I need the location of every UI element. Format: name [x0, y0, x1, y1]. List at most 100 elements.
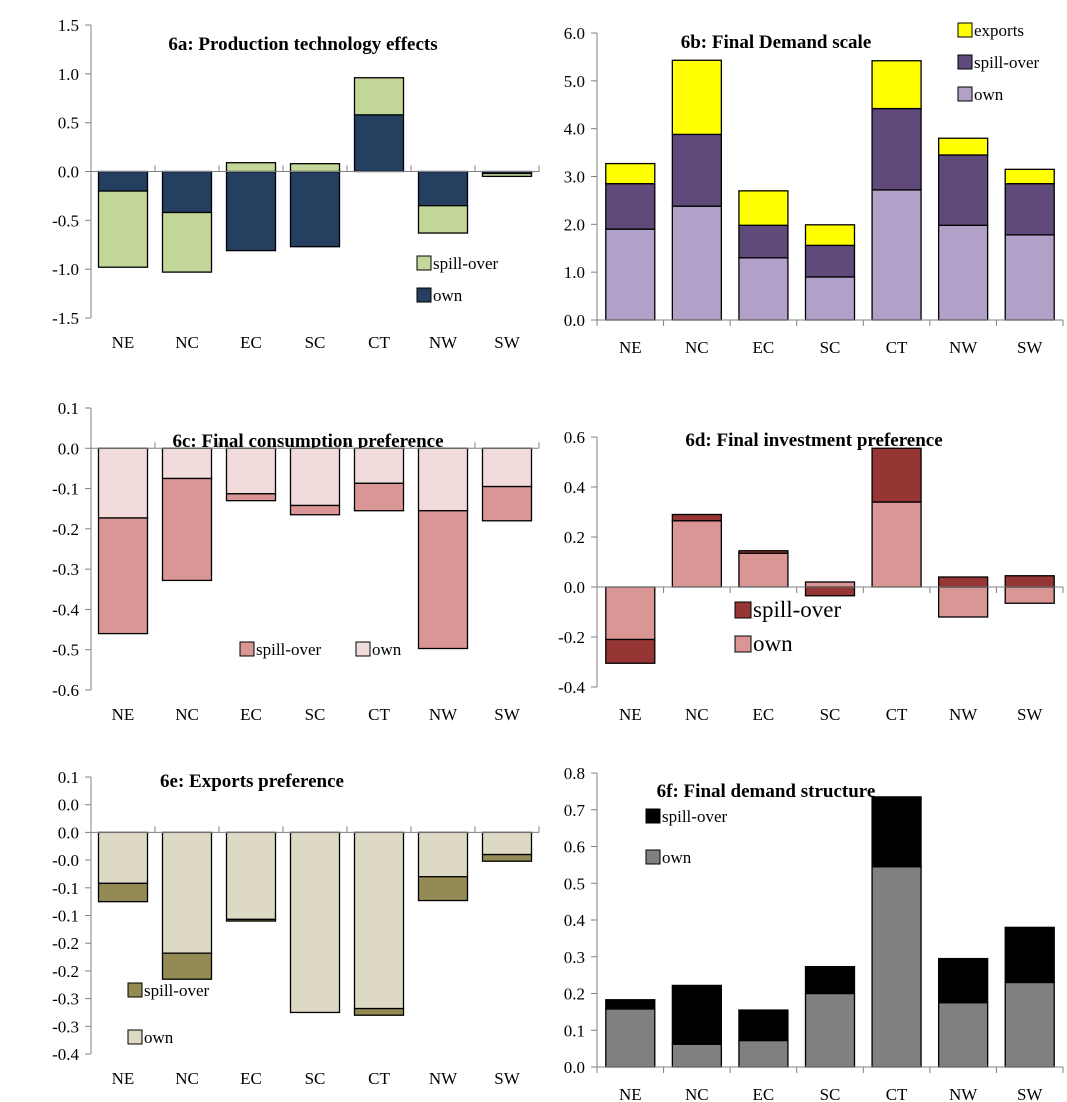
legend: spill-over own: [416, 254, 498, 305]
x-tick-label: NC: [685, 705, 709, 724]
y-tick-label: -0.1: [52, 879, 79, 898]
y-tick-label: 6.0: [564, 24, 585, 43]
x-tick-label: NE: [112, 705, 135, 724]
x-tick-label: CT: [368, 333, 390, 352]
y-tick-label: 0.5: [58, 114, 79, 133]
x-tick-label: SC: [820, 338, 841, 357]
bar-own-ct: [871, 866, 922, 1068]
bar-own-ct: [353, 831, 405, 1010]
y-tick-label: -0.4: [52, 1045, 79, 1064]
bar-spill-over-sc: [804, 244, 856, 278]
bar-own-nw: [937, 224, 989, 321]
bar-own-ne: [605, 586, 656, 641]
bar-own-ct: [353, 114, 405, 173]
x-tick-label: SW: [1017, 705, 1043, 724]
bar-exports-sc: [804, 224, 856, 247]
bar-spill-over-ec: [738, 224, 789, 259]
bar-spill-over-sc: [289, 163, 341, 173]
x-tick-label: CT: [886, 705, 908, 724]
y-tick-label: 0.3: [564, 948, 585, 967]
bar-spill-over-sw: [481, 485, 533, 522]
bar-spill-over-ec: [225, 493, 277, 502]
x-tick-label: SC: [820, 705, 841, 724]
y-tick-label: 1.0: [564, 263, 585, 282]
y-tick-label: 1.0: [58, 65, 79, 84]
bar-own-sc: [289, 831, 341, 1014]
y-tick-label: 0.0: [58, 823, 79, 842]
y-tick-label: 0.7: [564, 801, 586, 820]
legend-label-spill-over: spill-over: [974, 53, 1039, 72]
y-tick-label: -0.2: [558, 628, 585, 647]
bar-own-nc: [671, 520, 723, 588]
bar-own-nc: [161, 447, 213, 480]
x-tick-label: EC: [753, 705, 775, 724]
y-tick-label: 0.0: [58, 163, 79, 182]
bar-spill-over-ne: [97, 190, 149, 268]
legend-swatch-spill-over: [734, 601, 752, 619]
y-tick-label: 0.8: [564, 764, 585, 783]
legend: spill-over own: [645, 807, 727, 867]
bar-own-sw: [481, 831, 533, 856]
y-tick-label: 0.2: [564, 985, 585, 1004]
legend-swatch-spill-over: [127, 982, 143, 998]
bar-spill-over-ct: [353, 77, 405, 116]
bar-spill-over-ct: [353, 482, 405, 512]
x-tick-label: NE: [619, 705, 642, 724]
x-tick-label: NE: [112, 333, 135, 352]
y-tick-label: -0.3: [52, 1017, 79, 1036]
bar-spill-over-ec: [225, 918, 277, 922]
y-tick-label: -0.2: [52, 962, 79, 981]
bar-spill-over-ct: [871, 447, 922, 503]
y-tick-label: 0.1: [58, 399, 79, 418]
x-tick-label: SW: [494, 1069, 520, 1088]
legend-label-exports: exports: [974, 21, 1024, 40]
bar-own-sc: [804, 276, 856, 321]
bar-own-sc: [289, 170, 341, 248]
x-tick-label: CT: [368, 705, 390, 724]
bar-spill-over-ne: [605, 183, 656, 230]
x-tick-label: EC: [240, 333, 262, 352]
bar-exports-ct: [871, 60, 922, 110]
bar-spill-over-sw: [481, 853, 533, 862]
bar-own-nw: [937, 586, 989, 618]
bar-own-sc: [804, 581, 856, 588]
y-tick-label: 0.0: [564, 1058, 585, 1077]
y-tick-label: 0.4: [564, 911, 586, 930]
bar-spill-over-ec: [225, 162, 277, 173]
legend: spill-over own: [239, 640, 402, 659]
legend-swatch-own: [355, 641, 371, 657]
legend-label-own: own: [372, 640, 402, 659]
bar-spill-over-ne: [605, 638, 656, 664]
y-tick-label: 0.0: [58, 796, 79, 815]
bar-spill-over-sw: [481, 172, 533, 178]
bar-own-nc: [161, 831, 213, 954]
chart-title: 6b: Final Demand scale: [681, 32, 872, 53]
bar-spill-over-ne: [605, 999, 656, 1010]
x-tick-label: CT: [368, 1069, 390, 1088]
y-tick-label: 0.6: [564, 428, 585, 447]
legend: exports spill-over own: [957, 21, 1039, 104]
x-tick-label: NW: [429, 705, 458, 724]
bar-own-ec: [225, 831, 277, 921]
bar-spill-over-nc: [161, 211, 213, 273]
chart-6c: 6c: Final consumption preference NE NC EC SC…: [52, 399, 540, 724]
x-tick-label: SC: [305, 333, 326, 352]
y-tick-label: 0.1: [564, 1021, 585, 1040]
bar-spill-over-sw: [1004, 926, 1055, 984]
x-tick-label: EC: [753, 1085, 775, 1102]
legend-label-own: own: [144, 1028, 174, 1047]
legend-label-spill-over: spill-over: [662, 807, 727, 826]
y-tick-label: 0.0: [564, 578, 585, 597]
x-tick-label: NC: [175, 333, 199, 352]
y-tick-label: -1.0: [52, 260, 79, 279]
bar-exports-nw: [937, 137, 989, 156]
bar-exports-ec: [738, 190, 789, 226]
bar-own-nw: [937, 1002, 989, 1068]
legend-swatch-spill-over: [239, 641, 255, 657]
y-tick-label: 3.0: [564, 168, 585, 187]
bar-spill-over-ne: [97, 882, 149, 903]
bar-own-ec: [738, 552, 789, 588]
legend-label-spill-over: spill-over: [433, 254, 498, 273]
y-tick-label: -1.5: [52, 309, 79, 328]
